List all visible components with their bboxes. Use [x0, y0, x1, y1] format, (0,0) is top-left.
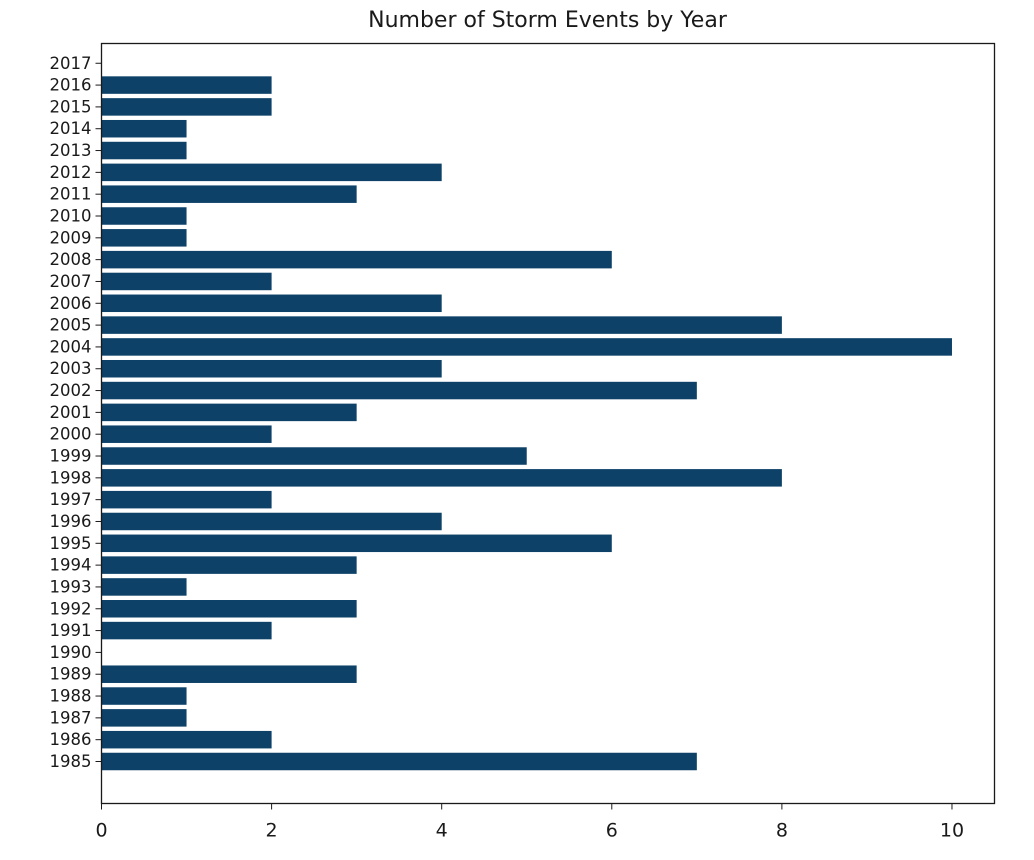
bar-1995: [101, 534, 612, 553]
ytick-label-1987: 1987: [50, 708, 92, 727]
bar-2014: [101, 119, 187, 138]
ytick-label-1991: 1991: [50, 621, 92, 640]
ytick-label-2002: 2002: [50, 381, 92, 400]
bar-1985: [101, 752, 697, 771]
bar-2004: [101, 338, 952, 356]
ytick-label-2017: 2017: [50, 54, 92, 73]
xtick-label-4: 4: [436, 820, 448, 842]
ytick-label-2007: 2007: [50, 272, 92, 291]
bar-1992: [101, 600, 357, 618]
bar-1989: [101, 665, 357, 683]
ytick-label-1994: 1994: [50, 556, 92, 575]
bar-1991: [101, 621, 272, 640]
ytick-label-2005: 2005: [50, 316, 92, 335]
ytick-label-1989: 1989: [50, 665, 92, 684]
y-axis: 1985 1986 1987 1988 1989 1990 1991 1992 1993 1994…: [50, 54, 102, 771]
bar-1997: [101, 490, 272, 509]
bar-2011: [101, 185, 357, 203]
ytick-label-1996: 1996: [50, 512, 92, 531]
ytick-label-2013: 2013: [50, 141, 92, 160]
xtick-label-0: 0: [95, 820, 107, 842]
ytick-label-2016: 2016: [50, 76, 92, 95]
ytick-label-1990: 1990: [50, 643, 92, 662]
ytick-label-1995: 1995: [50, 534, 92, 553]
ytick-label-2001: 2001: [50, 403, 92, 422]
ytick-label-2003: 2003: [50, 359, 92, 378]
xtick-label-10: 10: [940, 820, 964, 842]
ytick-label-2011: 2011: [50, 185, 92, 204]
bar-2003: [101, 359, 442, 378]
bar-2006: [101, 294, 442, 313]
xtick-label-2: 2: [266, 820, 278, 842]
ytick-label-2009: 2009: [50, 228, 92, 247]
bar-2002: [101, 381, 697, 400]
bar-2013: [101, 141, 187, 160]
bar-1987: [101, 709, 187, 727]
ytick-label-2000: 2000: [50, 425, 92, 444]
x-axis: 0 2 4 6 8 10: [95, 803, 964, 842]
bar-1994: [101, 556, 357, 574]
ytick-label-1998: 1998: [50, 468, 92, 487]
ytick-label-2004: 2004: [50, 337, 92, 356]
bars-layer: [101, 76, 952, 771]
xtick-label-6: 6: [606, 820, 618, 842]
bar-2000: [101, 425, 272, 443]
bar-1988: [101, 687, 187, 705]
bar-1998: [101, 469, 782, 487]
bar-1999: [101, 447, 527, 465]
ytick-label-1999: 1999: [50, 447, 92, 466]
ytick-label-1988: 1988: [50, 687, 92, 706]
bar-2010: [101, 207, 187, 225]
ytick-label-1992: 1992: [50, 599, 92, 618]
ytick-label-2006: 2006: [50, 294, 92, 313]
xtick-label-8: 8: [776, 820, 788, 842]
bar-2007: [101, 272, 272, 291]
bar-2012: [101, 163, 442, 182]
ytick-label-2014: 2014: [50, 119, 92, 138]
ytick-label-2012: 2012: [50, 163, 92, 182]
bar-2015: [101, 98, 272, 116]
bar-2016: [101, 76, 272, 94]
ytick-label-1986: 1986: [50, 730, 92, 749]
ytick-label-2010: 2010: [50, 207, 92, 226]
ytick-label-1985: 1985: [50, 752, 92, 771]
ytick-label-2015: 2015: [50, 97, 92, 116]
ytick-label-1993: 1993: [50, 577, 92, 596]
bar-2008: [101, 250, 612, 269]
ytick-label-2008: 2008: [50, 250, 92, 269]
bar-1996: [101, 512, 442, 531]
chart-title: Number of Storm Events by Year: [368, 8, 727, 33]
bar-2009: [101, 229, 187, 247]
bar-1986: [101, 730, 272, 749]
bar-2001: [101, 403, 357, 422]
bar-2005: [101, 316, 782, 334]
ytick-label-1997: 1997: [50, 490, 92, 509]
plot-frame: [100, 42, 996, 805]
bar-1993: [101, 578, 187, 596]
